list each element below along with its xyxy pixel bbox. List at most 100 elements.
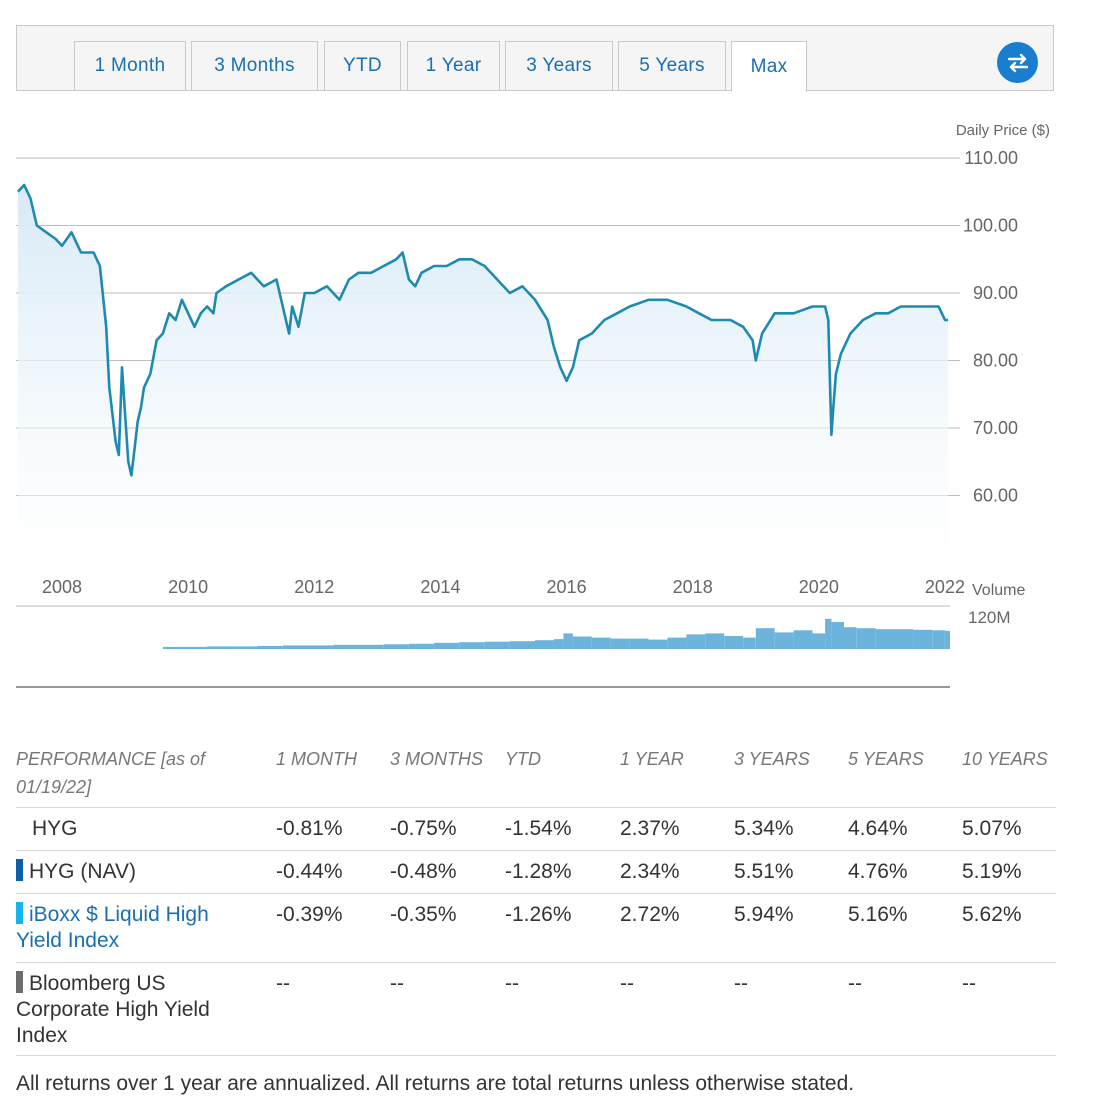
volume-bar bbox=[408, 643, 435, 649]
price-tick-label: 110.00 bbox=[964, 148, 1018, 168]
tab-1-month[interactable]: 1 Month bbox=[74, 41, 186, 91]
tab-ytd[interactable]: YTD bbox=[324, 41, 401, 91]
price-tick-label: 90.00 bbox=[973, 283, 1018, 303]
performance-value: -1.54% bbox=[505, 817, 572, 840]
performance-title: PERFORMANCE [as of 01/19/22] bbox=[16, 745, 205, 801]
volume-bar bbox=[629, 638, 649, 649]
volume-bar bbox=[162, 646, 182, 649]
column-header: 5 YEARS bbox=[848, 749, 924, 769]
volume-bar bbox=[686, 634, 706, 649]
tab-3-months[interactable]: 3 Months bbox=[191, 41, 318, 91]
tab-max[interactable]: Max bbox=[731, 41, 807, 92]
volume-bar bbox=[774, 632, 794, 649]
row-name: Bloomberg US Corporate High Yield Index bbox=[16, 971, 210, 1049]
volume-bar bbox=[812, 633, 826, 649]
price-tick-label: 70.00 bbox=[973, 418, 1018, 438]
year-tick-label: 2008 bbox=[42, 577, 82, 597]
performance-value: 2.72% bbox=[620, 903, 680, 926]
performance-value: -0.75% bbox=[390, 817, 457, 840]
performance-value: 5.51% bbox=[734, 860, 794, 883]
volume-bar bbox=[181, 646, 208, 649]
performance-value: -0.81% bbox=[276, 817, 343, 840]
year-tick-label: 2014 bbox=[420, 577, 460, 597]
table-row: Bloomberg US Corporate High Yield Index -- -… bbox=[16, 963, 1056, 1056]
volume-bar bbox=[856, 628, 876, 649]
performance-title-line1: PERFORMANCE [as of bbox=[16, 749, 206, 769]
volume-bar bbox=[844, 627, 857, 649]
volume-bar bbox=[572, 636, 592, 649]
price-axis-label: Daily Price ($) bbox=[956, 122, 1050, 139]
column-header: YTD bbox=[505, 749, 541, 769]
volume-bar bbox=[333, 644, 359, 649]
swap-view-button[interactable] bbox=[997, 42, 1038, 83]
volume-bar bbox=[282, 645, 308, 649]
swap-arrows-icon bbox=[1007, 53, 1028, 72]
volume-bar bbox=[535, 640, 554, 649]
volume-bar bbox=[459, 642, 485, 649]
performance-value: 5.07% bbox=[962, 817, 1022, 840]
volume-bar bbox=[358, 644, 384, 649]
price-area-fill bbox=[17, 185, 949, 568]
year-tick-label: 2022 bbox=[925, 577, 965, 597]
row-name: HYG bbox=[16, 816, 78, 842]
volume-bar bbox=[434, 642, 460, 649]
volume-bar bbox=[591, 637, 611, 649]
volume-bar bbox=[755, 628, 775, 649]
volume-bar bbox=[743, 637, 756, 649]
column-header: 1 YEAR bbox=[620, 749, 684, 769]
year-tick-label: 2016 bbox=[547, 577, 587, 597]
performance-header: PERFORMANCE [as of 01/19/22] 1 MONTH 3 MO… bbox=[16, 735, 1056, 808]
column-header: 1 MONTH bbox=[276, 749, 357, 769]
series-swatch bbox=[16, 971, 23, 993]
performance-title-line2: 01/19/22] bbox=[16, 777, 92, 797]
performance-value: 5.94% bbox=[734, 903, 794, 926]
performance-value: 4.76% bbox=[848, 860, 908, 883]
price-tick-label: 100.00 bbox=[963, 216, 1018, 236]
volume-bar bbox=[232, 646, 258, 649]
performance-value: -- bbox=[505, 972, 519, 995]
column-header: 10 YEARS bbox=[962, 749, 1048, 769]
volume-bar bbox=[875, 629, 895, 649]
row-name[interactable]: iBoxx $ Liquid High Yield Index bbox=[16, 902, 209, 954]
performance-value: -- bbox=[734, 972, 748, 995]
volume-bar bbox=[383, 644, 409, 649]
performance-value: 2.34% bbox=[620, 860, 680, 883]
year-tick-label: 2012 bbox=[294, 577, 334, 597]
volume-bar bbox=[932, 630, 945, 649]
row-name-line: Corporate High Yield bbox=[16, 998, 210, 1021]
volume-bar bbox=[825, 618, 832, 649]
table-row: HYG -0.81% -0.75% -1.54% 2.37% 5.34% 4.64% 5.07… bbox=[16, 808, 1056, 851]
volume-bar bbox=[724, 636, 744, 649]
tab-1-year[interactable]: 1 Year bbox=[407, 41, 500, 91]
row-name-line: Index bbox=[16, 1024, 68, 1047]
series-swatch bbox=[16, 859, 23, 881]
performance-value: -0.39% bbox=[276, 903, 343, 926]
performance-value: -- bbox=[620, 972, 634, 995]
volume-tick-label: 120M bbox=[968, 608, 1011, 627]
year-tick-label: 2020 bbox=[799, 577, 839, 597]
volume-bar bbox=[509, 641, 535, 649]
column-header: 3 YEARS bbox=[734, 749, 810, 769]
volume-bar bbox=[667, 637, 687, 649]
performance-value: 5.16% bbox=[848, 903, 908, 926]
volume-bar bbox=[484, 641, 510, 649]
performance-value: -- bbox=[848, 972, 862, 995]
tab-3-years[interactable]: 3 Years bbox=[505, 41, 613, 91]
performance-value: 2.37% bbox=[620, 817, 680, 840]
performance-value: 5.34% bbox=[734, 817, 794, 840]
volume-bar bbox=[945, 630, 950, 649]
tab-5-years[interactable]: 5 Years bbox=[618, 41, 726, 91]
table-row: iBoxx $ Liquid High Yield Index -0.39% -0.3… bbox=[16, 894, 1056, 963]
row-name-line: HYG (NAV) bbox=[29, 860, 136, 883]
price-tick-label: 60.00 bbox=[973, 486, 1018, 506]
volume-bar bbox=[648, 639, 668, 649]
performance-value: -0.48% bbox=[390, 860, 457, 883]
row-name-line: Yield Index bbox=[16, 929, 120, 952]
performance-value: 5.19% bbox=[962, 860, 1022, 883]
performance-value: -1.26% bbox=[505, 903, 572, 926]
volume-bar bbox=[793, 630, 813, 649]
performance-value: -- bbox=[390, 972, 404, 995]
volume-bar bbox=[610, 638, 630, 649]
year-tick-label: 2018 bbox=[673, 577, 713, 597]
volume-bar bbox=[257, 645, 283, 649]
